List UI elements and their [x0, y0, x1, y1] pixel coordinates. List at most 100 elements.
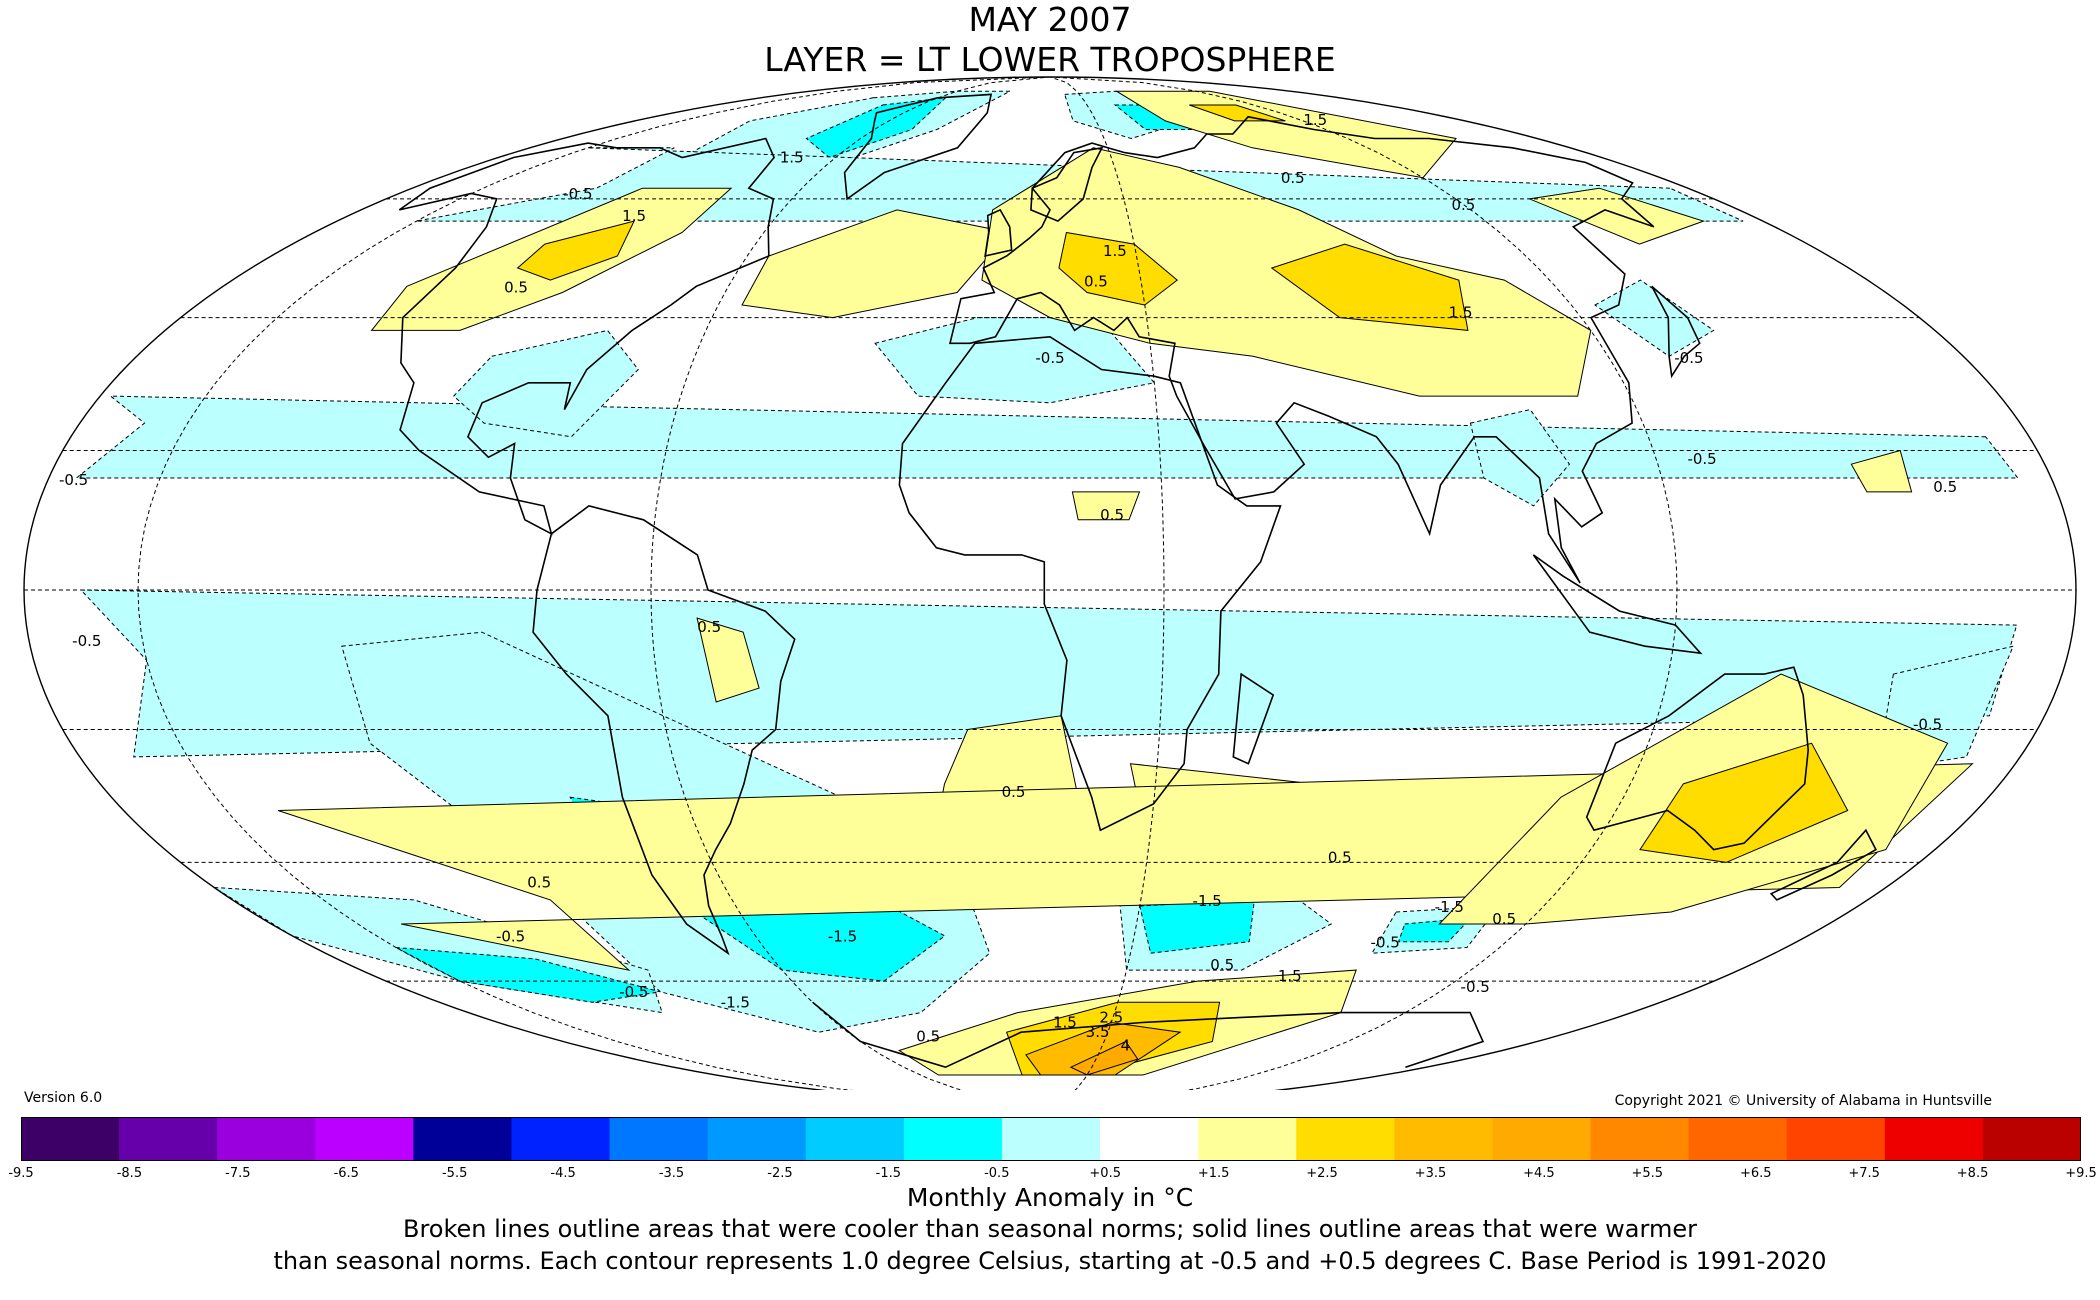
contour-label: -0.5 — [1461, 978, 1490, 996]
legend-swatch — [1492, 1117, 1592, 1161]
contour-label: 0.5 — [1281, 169, 1305, 187]
legend-tick-label: -5.5 — [441, 1166, 468, 1181]
legend-tick-label: -4.5 — [550, 1166, 576, 1181]
contour-label: 0.5 — [1100, 506, 1124, 524]
legend-swatch — [119, 1117, 218, 1161]
land-north-america — [398, 137, 776, 536]
legend-swatch — [315, 1117, 414, 1161]
globe-outline — [23, 76, 2077, 1090]
contour-label: -0.5 — [1913, 716, 1942, 734]
legend-tick-label: -3.5 — [658, 1166, 685, 1181]
graticule-meridian — [1049, 77, 1165, 1090]
contour-label: 3.5 — [1086, 1023, 1110, 1041]
legend-swatch — [1198, 1117, 1297, 1161]
world-anomaly-map: 0.5 1.5 -0.5 1.5 -0.5 0.5 1.5 -0.5 0.5 1.5 1.5 0.5 -… — [23, 76, 2077, 1090]
legend-swatch — [21, 1117, 120, 1161]
region-warm-brazil — [696, 617, 760, 703]
contour-label: 0.5 — [504, 279, 528, 297]
land-new-zealand — [1769, 828, 1877, 901]
legend-tick-label: -8.5 — [116, 1166, 143, 1181]
contour-label: 0.5 — [1210, 956, 1234, 974]
land-antarctica — [812, 1001, 1485, 1069]
legend-swatch — [1001, 1117, 1101, 1161]
legend-swatch — [1296, 1117, 1395, 1161]
contour-label: 1.5 — [1303, 111, 1327, 129]
legend-swatch — [1590, 1117, 1690, 1161]
legend-swatch — [707, 1117, 807, 1161]
contour-label: -0.5 — [59, 471, 88, 489]
legend-tick-label: -6.5 — [333, 1166, 359, 1181]
legend-tick-label: +1.5 — [1197, 1166, 1230, 1181]
land-africa — [898, 335, 1282, 832]
legend-tick-label: +0.5 — [1089, 1166, 1121, 1181]
contour-label: -1.5 — [828, 928, 857, 946]
region-warm-kamchatka — [1527, 187, 1706, 245]
region-warm-siberia-core — [1189, 104, 1286, 122]
legend-swatch — [903, 1117, 1003, 1161]
land-madagascar — [1232, 672, 1275, 765]
contour-label: 1.5 — [780, 148, 804, 166]
contour-label: 1.5 — [622, 207, 646, 225]
legend-swatch — [1100, 1117, 1199, 1161]
legend-tick-label: +7.5 — [1848, 1166, 1880, 1181]
legend-tick-label: +5.5 — [1631, 1166, 1664, 1181]
contour-label: 1.5 — [1053, 1013, 1077, 1031]
region-cold-se-asia — [1469, 409, 1571, 507]
region-cold-n-pacific — [75, 395, 2019, 479]
copyright-label: Copyright 2021 © University of Alabama i… — [1614, 1093, 1992, 1109]
land-uk — [984, 208, 1013, 258]
graticule-meridian — [1049, 77, 1678, 1090]
legend-swatch — [413, 1117, 512, 1161]
contour-label: -1.5 — [1193, 892, 1222, 910]
color-legend-bar — [21, 1117, 2081, 1161]
contour-label: -1.5 — [721, 994, 750, 1012]
contour-label: -0.5 — [563, 185, 592, 203]
land-australia — [1585, 666, 1810, 851]
contour-label: 4 — [1121, 1037, 1131, 1055]
contour-label: 0.5 — [1451, 196, 1475, 214]
land-eurasia — [948, 115, 1655, 584]
version-label: Version 6.0 — [24, 1090, 103, 1106]
region-warm-n-atlantic — [741, 209, 1011, 319]
legend-tick-label: +3.5 — [1414, 1166, 1447, 1181]
legend-units-label: Monthly Anomaly in °C — [906, 1183, 1194, 1212]
legend-swatch — [1688, 1117, 1788, 1161]
contour-label: 0.5 — [697, 618, 721, 636]
legend-tick-label: +8.5 — [1956, 1166, 1989, 1181]
legend-swatch — [805, 1117, 905, 1161]
region-warm-tasman-core — [1639, 742, 1849, 863]
region-warm-sahel — [1071, 491, 1141, 521]
graticule-meridian — [650, 77, 1051, 1090]
land-greenland — [843, 93, 993, 201]
contour-label: 1.5 — [1278, 967, 1302, 985]
land-scandinavia — [1030, 146, 1104, 223]
contour-label: 0.5 — [1328, 848, 1352, 866]
contour-label: 0.5 — [916, 1028, 940, 1046]
region-warm-pacific — [1850, 449, 1913, 493]
region-warm-canada-core — [516, 220, 636, 281]
region-cold-japan — [1594, 279, 1715, 357]
land-indonesia — [1532, 554, 1703, 655]
legend-swatch — [217, 1117, 316, 1161]
region-warm-antarctic-peak — [1069, 1040, 1139, 1076]
legend-tick-label: +9.5 — [2065, 1166, 2097, 1181]
contour-label: 0.5 — [1002, 783, 1026, 801]
legend-tick-label: +4.5 — [1523, 1166, 1555, 1181]
legend-swatch — [1982, 1117, 2081, 1161]
region-cold-n-africa — [874, 317, 1156, 404]
contour-label: -0.5 — [1674, 349, 1703, 367]
caption-line-1: Broken lines outline areas that were coo… — [403, 1215, 1697, 1243]
contour-label: 1.5 — [1449, 304, 1473, 322]
legend-swatch — [1394, 1117, 1493, 1161]
contour-label: -0.5 — [1371, 934, 1400, 952]
contour-label: -0.5 — [72, 632, 101, 650]
land-japan — [1651, 285, 1701, 379]
contour-label: -0.5 — [1687, 450, 1716, 468]
legend-frame — [21, 1117, 2081, 1161]
contour-label: -1.5 — [1435, 898, 1464, 916]
contour-label: -0.5 — [619, 983, 648, 1001]
caption-line-2: than seasonal norms. Each contour repres… — [273, 1247, 1827, 1275]
legend-tick-label: -9.5 — [8, 1166, 34, 1181]
graticule-meridian — [137, 77, 1051, 1090]
contour-label: 2.5 — [1099, 1009, 1123, 1027]
